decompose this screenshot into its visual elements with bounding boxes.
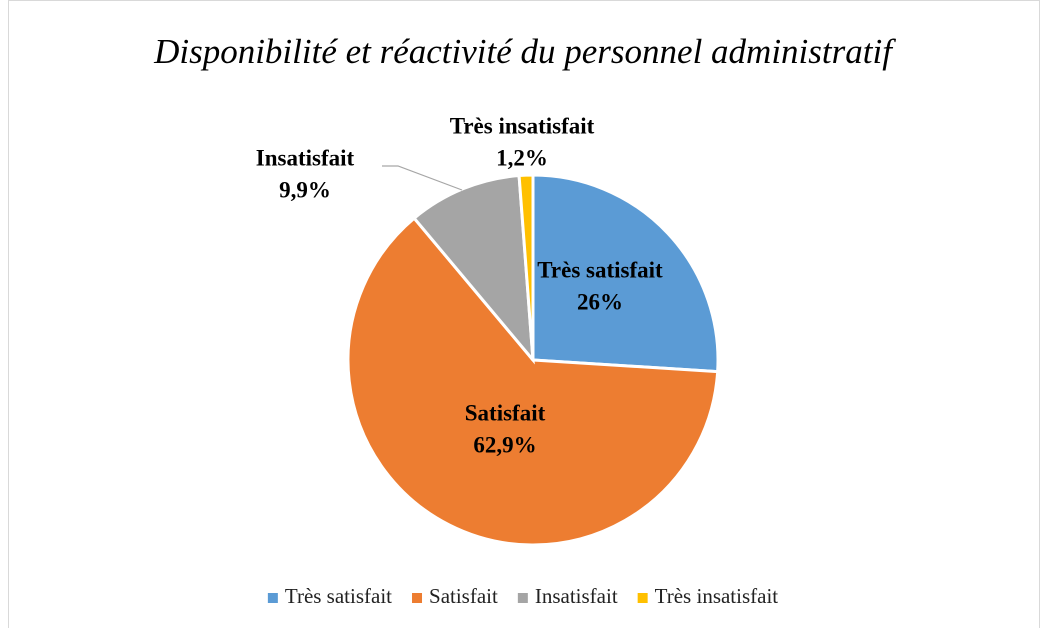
legend-marker: [517, 593, 528, 603]
data-label-name: Insatisfait: [256, 145, 355, 170]
pie-slice: [531, 173, 720, 374]
data-label-value: 62,9%: [473, 432, 536, 457]
data-label-value: 1,2%: [496, 145, 548, 170]
data-label-name: Très insatisfait: [450, 113, 595, 138]
leader-line: [382, 165, 463, 191]
data-label-name: Très satisfait: [537, 257, 663, 282]
legend-label: Très insatisfait: [655, 584, 779, 608]
legend-marker: [637, 593, 648, 603]
data-label-value: 9,9%: [279, 177, 331, 202]
legend-marker: [412, 593, 423, 603]
legend-marker: [267, 593, 278, 603]
pie-slice: [517, 173, 535, 361]
chart-title: Disponibilité et réactivité du personnel…: [153, 32, 896, 71]
pie-slice: [346, 216, 720, 547]
chart-frame: [8, 0, 1040, 628]
legend-label: Satisfait: [429, 584, 498, 608]
legend-label: Insatisfait: [535, 584, 618, 608]
data-label-name: Satisfait: [465, 400, 546, 425]
legend-label: Très satisfait: [285, 584, 392, 608]
data-label-value: 26%: [577, 289, 623, 314]
pie-slice: [412, 173, 535, 365]
